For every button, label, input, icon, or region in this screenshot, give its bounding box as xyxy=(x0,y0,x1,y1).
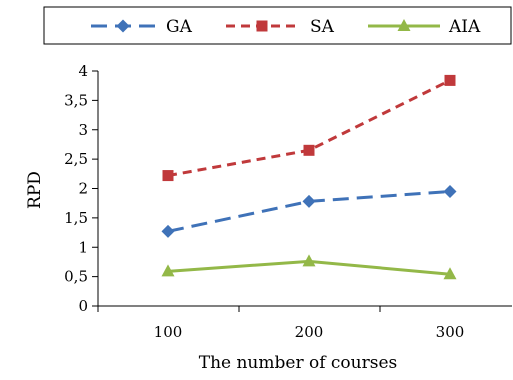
y-tick-label: 2 xyxy=(78,180,88,198)
data-point-sa xyxy=(162,170,174,182)
axes: 0 0,5 1 1,5 2 2,5 3 3,5 4 100 200 300 xyxy=(64,62,512,341)
y-tick-label: 0,5 xyxy=(64,268,88,286)
y-axis-label: RPD xyxy=(25,171,45,209)
series-aia xyxy=(161,254,457,280)
legend-label-ga: GA xyxy=(166,17,193,37)
data-point-ga xyxy=(443,184,457,198)
data-point-aia xyxy=(302,254,316,267)
x-tick-label: 100 xyxy=(154,323,183,341)
y-tick-label: 0 xyxy=(78,297,88,315)
x-tick-label: 300 xyxy=(436,323,465,341)
data-point-sa xyxy=(444,74,456,86)
legend-marker-ga xyxy=(116,19,130,33)
x-axis-label: The number of courses xyxy=(199,353,398,373)
y-tick-label: 1,5 xyxy=(64,209,88,227)
legend-marker-aia xyxy=(397,19,411,31)
series-sa xyxy=(162,74,456,182)
series-ga xyxy=(161,184,457,238)
data-point-sa xyxy=(303,144,315,156)
legend-marker-sa xyxy=(256,20,268,32)
legend: GA SA AIA xyxy=(43,6,512,45)
data-point-aia xyxy=(161,264,175,277)
y-tick-label: 4 xyxy=(78,62,88,80)
data-point-ga xyxy=(161,224,175,238)
legend-label-sa: SA xyxy=(310,17,335,37)
series-line-sa xyxy=(167,79,451,178)
data-point-ga xyxy=(302,194,316,208)
series-layer xyxy=(161,74,457,280)
y-tick-label: 2,5 xyxy=(64,150,88,168)
data-point-aia xyxy=(443,267,457,280)
y-tick-label: 3 xyxy=(78,121,88,139)
x-tick-label: 200 xyxy=(295,323,324,341)
y-tick-label: 3,5 xyxy=(64,91,88,109)
legend-label-aia: AIA xyxy=(448,17,481,37)
y-tick-label: 1 xyxy=(78,238,88,256)
